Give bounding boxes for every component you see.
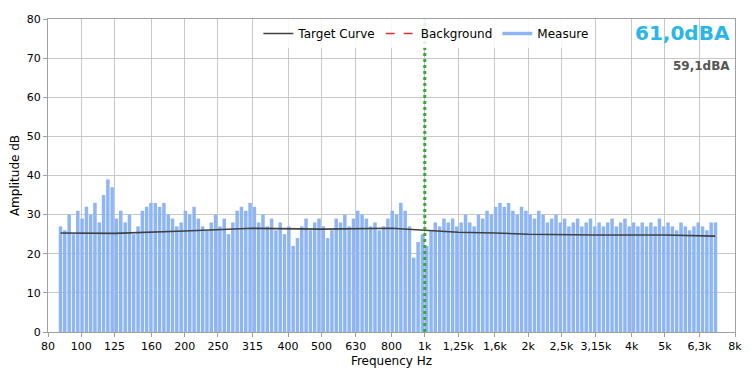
svg-text:Background: Background bbox=[421, 27, 493, 41]
svg-text:400: 400 bbox=[278, 340, 299, 353]
svg-text:2k: 2k bbox=[522, 340, 536, 353]
svg-text:40: 40 bbox=[27, 169, 41, 182]
svg-text:125: 125 bbox=[104, 340, 125, 353]
svg-text:500: 500 bbox=[311, 340, 332, 353]
svg-text:4k: 4k bbox=[625, 340, 639, 353]
svg-text:200: 200 bbox=[174, 340, 195, 353]
svg-text:3,15k: 3,15k bbox=[581, 340, 612, 353]
svg-text:5k: 5k bbox=[658, 340, 672, 353]
svg-text:60: 60 bbox=[27, 91, 41, 104]
svg-text:1,25k: 1,25k bbox=[443, 340, 474, 353]
svg-text:100: 100 bbox=[71, 340, 92, 353]
svg-text:Amplitude dB: Amplitude dB bbox=[8, 135, 22, 216]
svg-text:6,3k: 6,3k bbox=[687, 340, 711, 353]
svg-text:800: 800 bbox=[381, 340, 402, 353]
svg-text:20: 20 bbox=[27, 248, 41, 261]
svg-text:70: 70 bbox=[27, 52, 41, 65]
svg-text:160: 160 bbox=[141, 340, 162, 353]
svg-text:1k: 1k bbox=[418, 340, 432, 353]
svg-text:Measure: Measure bbox=[537, 27, 588, 41]
svg-text:Frequency Hz: Frequency Hz bbox=[351, 354, 432, 368]
svg-text:0: 0 bbox=[34, 326, 41, 339]
svg-text:10: 10 bbox=[27, 287, 41, 300]
svg-text:630: 630 bbox=[345, 340, 366, 353]
svg-text:80: 80 bbox=[41, 340, 55, 353]
svg-text:Target Curve: Target Curve bbox=[297, 27, 374, 41]
svg-text:2,5k: 2,5k bbox=[550, 340, 574, 353]
svg-text:1,6k: 1,6k bbox=[483, 340, 507, 353]
svg-text:30: 30 bbox=[27, 208, 41, 221]
svg-text:250: 250 bbox=[207, 340, 228, 353]
svg-text:80: 80 bbox=[27, 13, 41, 26]
svg-text:59,1dBA: 59,1dBA bbox=[673, 59, 730, 73]
svg-text:50: 50 bbox=[27, 130, 41, 143]
svg-text:61,0dBA: 61,0dBA bbox=[635, 21, 730, 45]
svg-text:8k: 8k bbox=[728, 340, 742, 353]
svg-text:315: 315 bbox=[242, 340, 263, 353]
